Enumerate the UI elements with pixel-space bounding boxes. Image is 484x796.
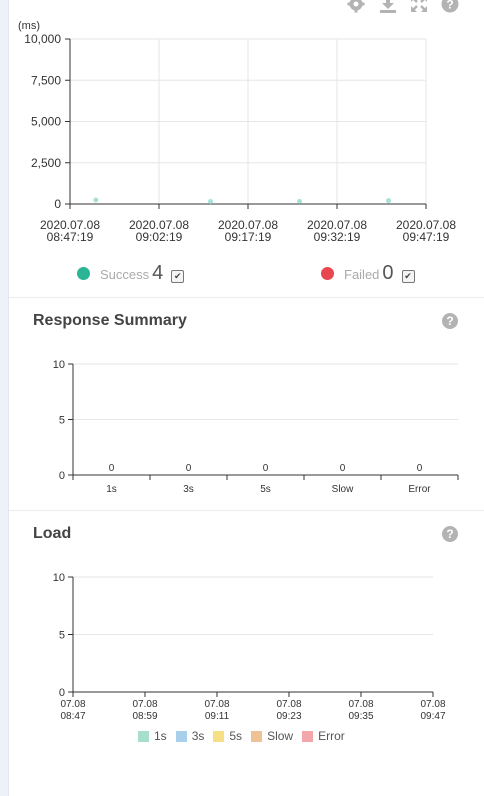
response-summary-chart: 10 5 0 0 1s 0 3s 0 5s 0 Slow 0 Error [53,359,459,495]
y-tick-label: 10,000 [24,32,61,46]
x-tick-label: 07.08 09:23 [276,699,301,722]
success-count: 4 [152,262,164,284]
data-point [93,197,99,203]
failed-label: Failed [344,267,380,282]
y-tick-label: 5,000 [31,115,61,129]
load-legend: 1s 3s 5s Slow Error [138,729,354,743]
help-icon[interactable]: ? [442,526,458,542]
chart-toolbar: ? [345,0,484,16]
legend-label: 3s [191,729,205,743]
data-point [208,199,214,205]
success-dot [77,267,90,280]
legend-swatch [175,730,187,742]
x-tick-label: Error [408,484,431,495]
y-tick-label: 0 [54,197,61,211]
legend-label: Error [318,729,345,743]
y-tick-label: 2,500 [31,156,61,170]
x-tick-label: 07.08 09:11 [204,699,229,722]
x-tick-label: Slow [332,484,354,495]
y-tick-label: 7,500 [31,73,61,87]
x-tick-label: 2020.07.08 09:32:19 [307,218,367,244]
legend-item-1s[interactable]: 1s [138,729,167,743]
load-chart: 10 5 007.08 08:47 07.08 08:59 07.08 09:11 07.08 0… [53,572,446,722]
legend-label: 5s [229,729,243,743]
y-tick-label: 0 [59,470,65,482]
legend-swatch [213,730,225,742]
failed-count: 0 [382,262,394,284]
y-tick-label: 10 [53,572,65,584]
expand-icon[interactable] [410,0,428,13]
bar-value-label: 0 [340,463,346,474]
x-tick-label: 1s [106,484,117,495]
y-tick-label: 5 [59,630,65,642]
success-label: Success [100,267,150,282]
gear-icon[interactable] [347,0,365,13]
x-tick-label: 3s [183,484,194,495]
legend-item-slow[interactable]: Slow [251,729,293,743]
x-tick-label: 07.08 08:47 [60,699,85,722]
data-point [297,198,303,204]
svg-text:?: ? [446,0,453,12]
failed-dot [321,267,334,280]
bar-value-label: 0 [109,463,115,474]
legend-label: 1s [154,729,167,743]
legend-swatch [138,730,149,742]
legend-item-5s[interactable]: 5s [213,729,242,743]
legend-failed[interactable]: Failed 0 ✔ [321,262,415,285]
response-summary-title: Response Summary [33,312,187,329]
legend-swatch [302,730,314,742]
help-icon[interactable]: ? [442,313,458,329]
load-title: Load [33,525,72,542]
x-tick-label: 2020.07.08 08:47:19 [40,218,100,244]
x-tick-label: 2020.07.08 09:17:19 [218,218,278,244]
section-divider [9,297,484,298]
x-tick-label: 2020.07.08 09:02:19 [129,218,189,244]
x-tick-label: 07.08 08:59 [132,699,157,722]
legend-swatch [251,730,263,742]
bar-value-label: 0 [186,463,192,474]
response-time-scatter-chart: 10,000 7,500 5,000 2,500 0 (ms) 2020.07.08 08:4… [18,20,456,244]
x-tick-label: 2020.07.08 09:47:19 [396,218,456,244]
y-tick-label: 10 [53,359,65,371]
help-icon[interactable]: ? [441,0,459,13]
data-point [386,198,392,204]
download-icon[interactable] [379,0,397,13]
section-divider [9,510,484,511]
failed-checkbox[interactable]: ✔ [401,270,415,283]
bar-value-label: 0 [263,463,269,474]
y-tick-label: 5 [59,415,65,427]
legend-item-3s[interactable]: 3s [175,729,205,743]
y-tick-label: 0 [59,687,65,699]
left-panel-strip [0,0,9,796]
bar-value-label: 0 [417,463,423,474]
x-tick-label: 5s [260,484,271,495]
x-tick-label: 07.08 09:35 [348,699,373,722]
x-tick-label: 07.08 09:47 [420,699,445,722]
legend-success[interactable]: Success 4 ✔ [77,262,185,285]
legend-item-error[interactable]: Error [302,729,345,743]
legend-label: Slow [267,729,294,743]
success-checkbox[interactable]: ✔ [171,270,185,283]
y-axis-label: (ms) [18,20,40,32]
